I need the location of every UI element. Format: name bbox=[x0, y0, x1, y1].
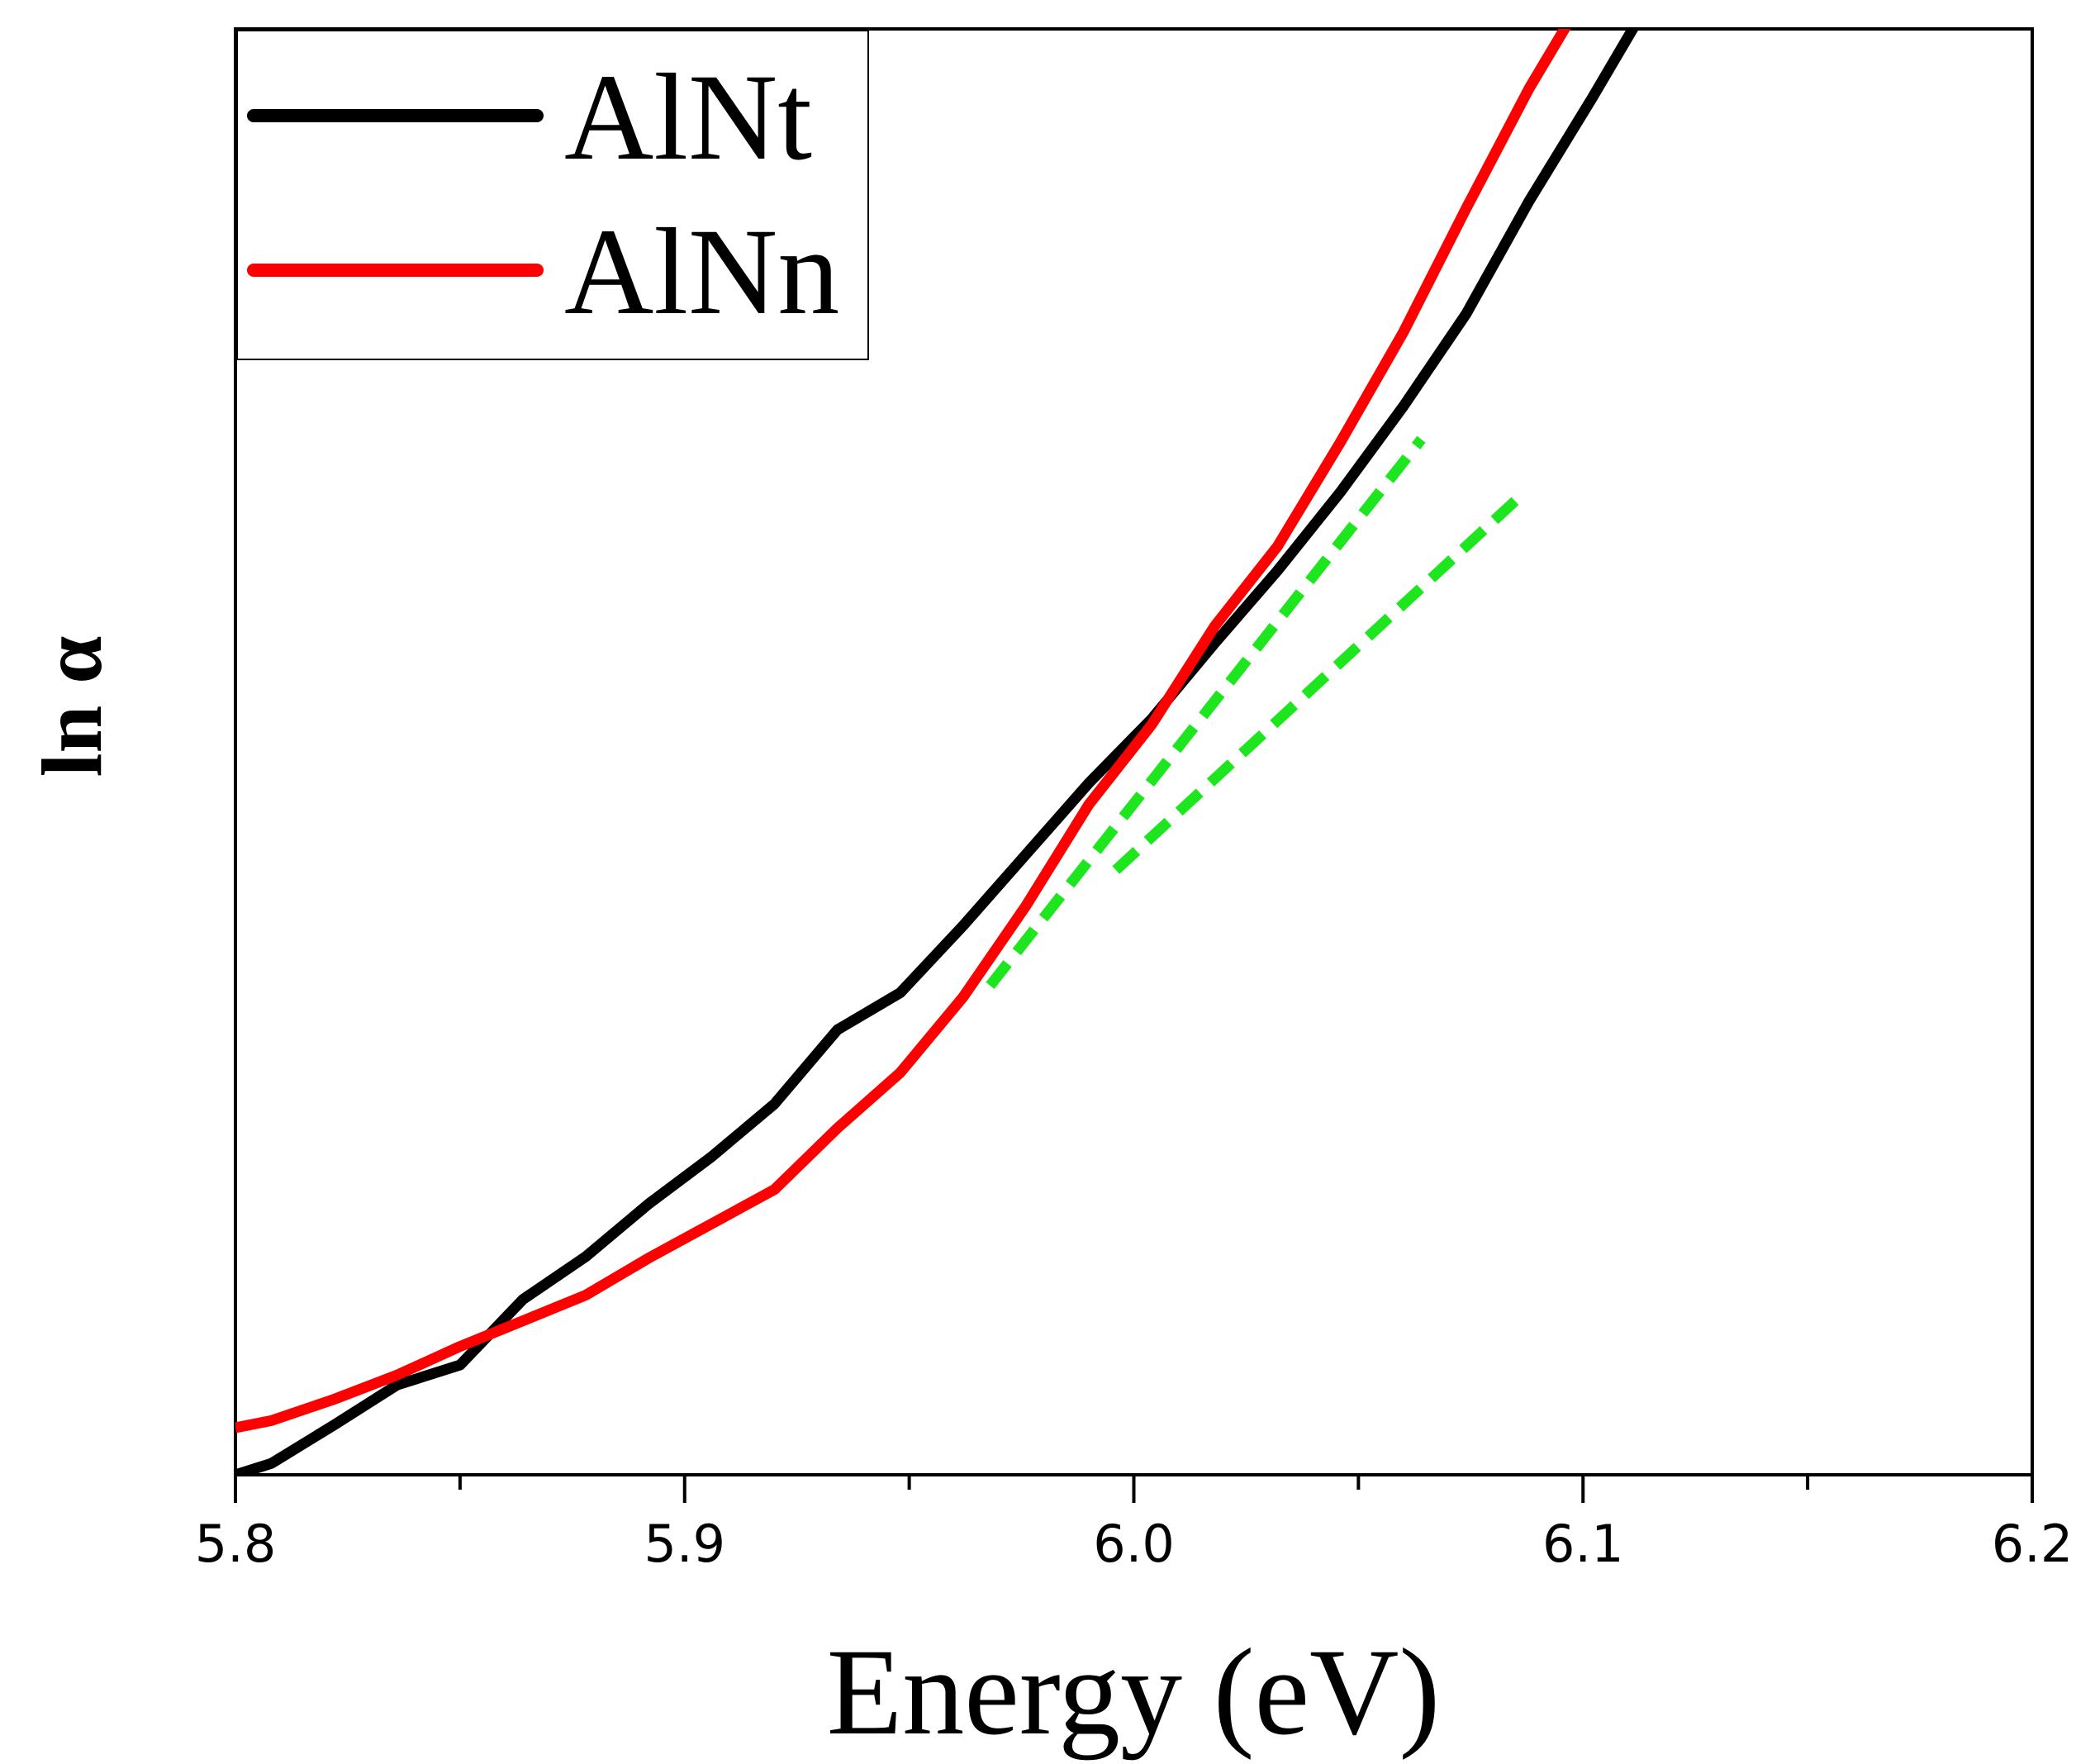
y-axis-label: ln α bbox=[25, 636, 120, 777]
legend-label-alnt: AlNt bbox=[564, 49, 812, 186]
series-line-linear-fit-alnt bbox=[1112, 492, 1524, 874]
x-tick-label: 6.2 bbox=[1992, 1514, 2074, 1574]
x-axis-label: Energy (eV) bbox=[827, 1624, 1441, 1761]
legend: AlNt AlNn bbox=[236, 30, 869, 360]
x-tick-label: 6.1 bbox=[1542, 1514, 1624, 1574]
series-layer bbox=[235, 29, 1640, 1475]
series-line-alnn bbox=[235, 29, 1571, 1434]
x-tick-label: 6.0 bbox=[1093, 1514, 1175, 1574]
series-line-linear-fit-alnn bbox=[986, 435, 1426, 989]
legend-label-alnn: AlNn bbox=[564, 203, 839, 340]
x-tick-label: 5.9 bbox=[644, 1514, 725, 1574]
x-tick-label: 5.8 bbox=[195, 1514, 277, 1574]
legend-box bbox=[236, 30, 869, 360]
x-axis-ticks: 5.8 5.9 6.0 6.1 6.2 bbox=[195, 1475, 2074, 1574]
series-line-alnt bbox=[235, 29, 1640, 1475]
